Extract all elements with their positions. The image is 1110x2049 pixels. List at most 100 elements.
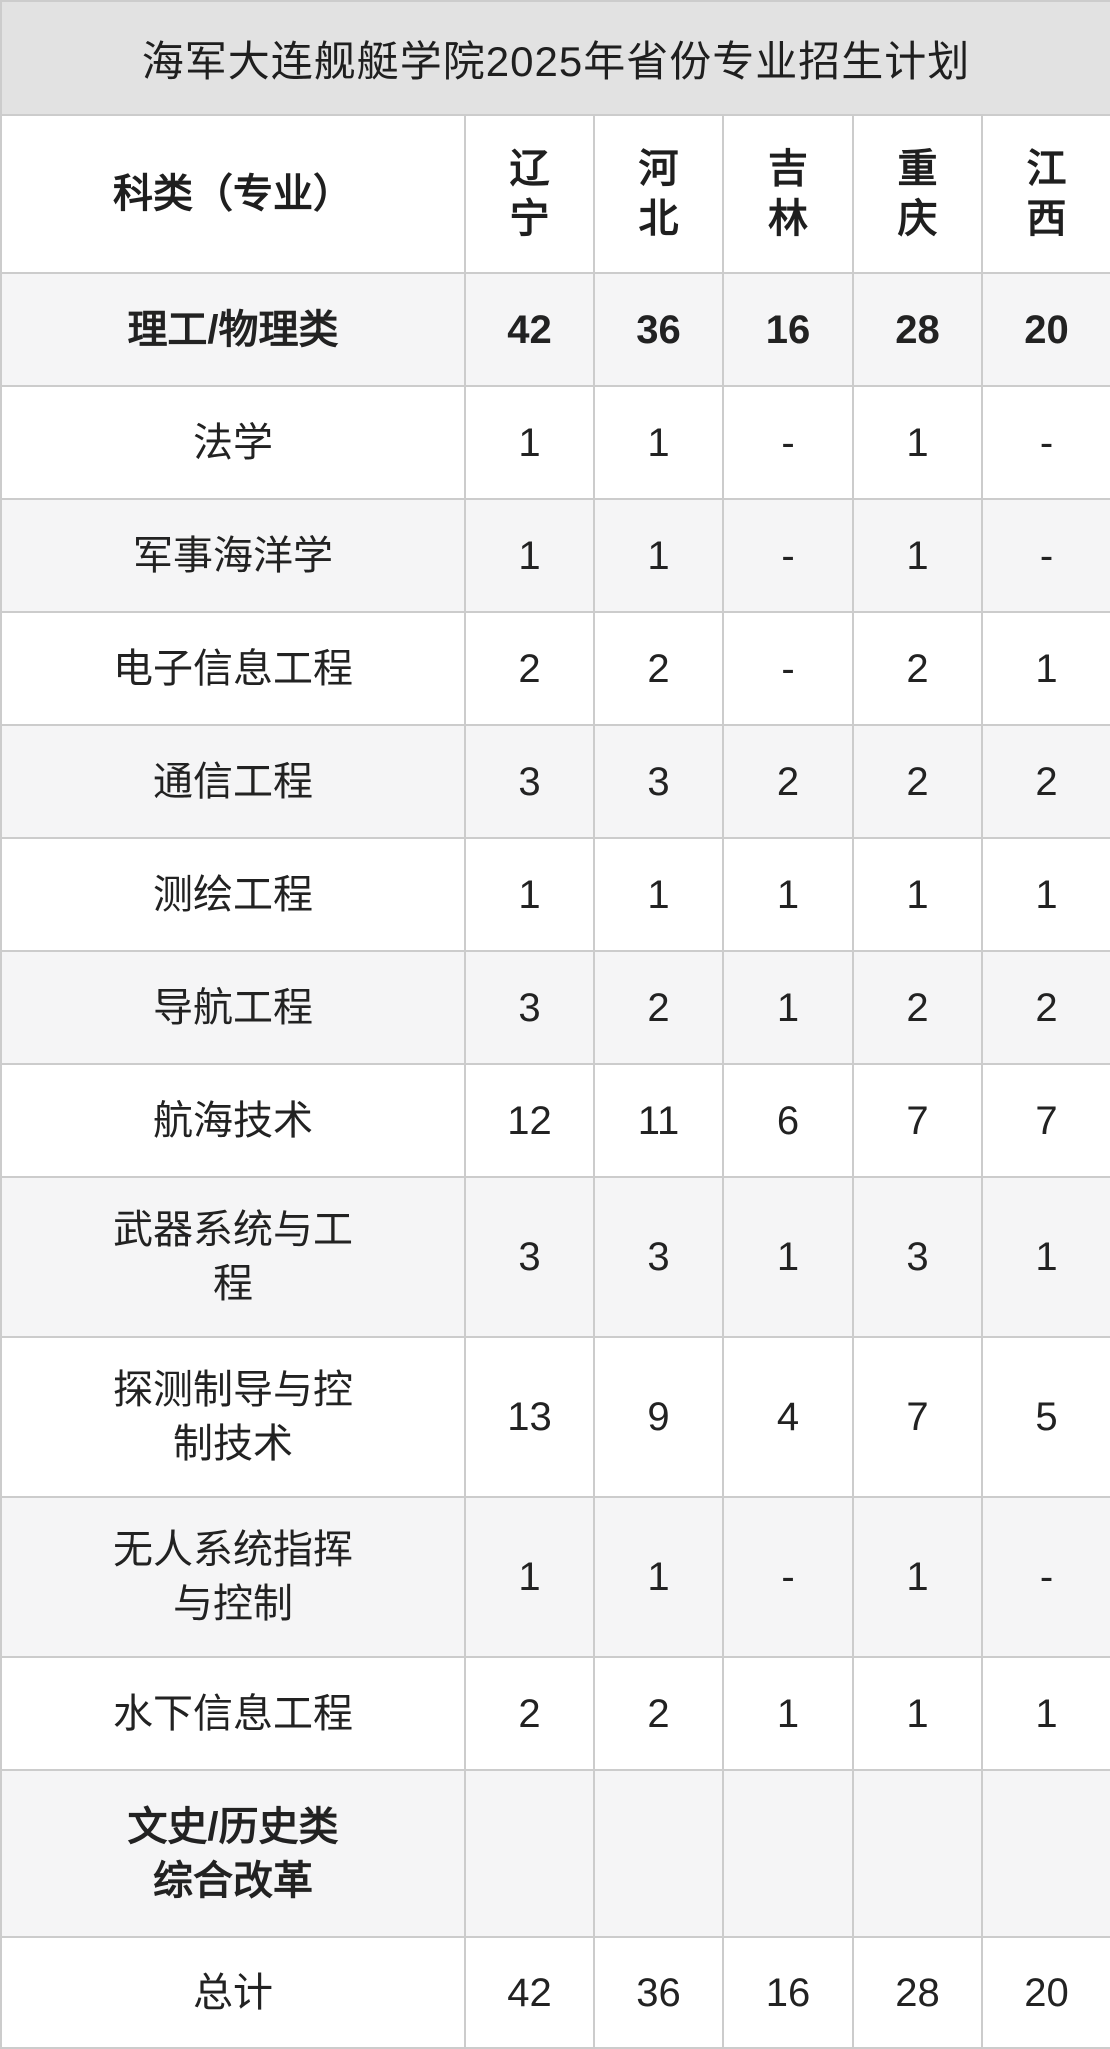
- cell-value: 2: [464, 1656, 595, 1771]
- cell-value: 36: [593, 1936, 724, 2049]
- cell-value: [593, 1769, 724, 1938]
- cell-value: 20: [981, 272, 1110, 387]
- cell-value: 3: [593, 1176, 724, 1338]
- cell-value: 2: [593, 611, 724, 726]
- row-law: 法学 1 1 - 1 -: [0, 385, 1110, 500]
- cell-value: 3: [464, 1176, 595, 1338]
- cell-value: -: [981, 385, 1110, 500]
- cell-value: 1: [852, 385, 983, 500]
- cell-value: 1: [981, 837, 1110, 952]
- column-header-jiangxi: 江 西: [981, 114, 1110, 274]
- cell-value: 1: [852, 1496, 983, 1658]
- cell-value: 1: [981, 611, 1110, 726]
- row-label: 理工/物理类: [0, 272, 466, 387]
- cell-value: 16: [722, 1936, 854, 2049]
- cell-value: 6: [722, 1063, 854, 1178]
- row-label: 导航工程: [0, 950, 466, 1065]
- row-total: 总计 42 36 16 28 20: [0, 1936, 1110, 2049]
- cell-value: 1: [464, 837, 595, 952]
- cell-value: 3: [593, 724, 724, 839]
- row-nautical-technology: 航海技术 12 11 6 7 7: [0, 1063, 1110, 1178]
- cell-value: 1: [981, 1656, 1110, 1771]
- cell-value: 4: [722, 1336, 854, 1498]
- cell-value: 11: [593, 1063, 724, 1178]
- table-title-row: 海军大连舰艇学院2025年省份专业招生计划: [0, 0, 1110, 116]
- cell-value: 28: [852, 1936, 983, 2049]
- row-label: 法学: [0, 385, 466, 500]
- table-title: 海军大连舰艇学院2025年省份专业招生计划: [0, 0, 1110, 116]
- row-detection-guidance-control: 探测制导与控 制技术 13 9 4 7 5: [0, 1336, 1110, 1498]
- cell-value: 1: [722, 837, 854, 952]
- cell-value: 2: [981, 950, 1110, 1065]
- row-label: 探测制导与控 制技术: [0, 1336, 466, 1498]
- column-header-liaoning: 辽 宁: [464, 114, 595, 274]
- row-label: 水下信息工程: [0, 1656, 466, 1771]
- row-electronic-information-engineering: 电子信息工程 2 2 - 2 1: [0, 611, 1110, 726]
- cell-value: 16: [722, 272, 854, 387]
- row-unmanned-systems-command-control: 无人系统指挥 与控制 1 1 - 1 -: [0, 1496, 1110, 1658]
- cell-value: 2: [593, 1656, 724, 1771]
- row-underwater-information-engineering: 水下信息工程 2 2 1 1 1: [0, 1656, 1110, 1771]
- cell-value: 2: [852, 950, 983, 1065]
- cell-value: 2: [852, 724, 983, 839]
- row-liberal-arts-history: 文史/历史类 综合改革: [0, 1769, 1110, 1938]
- row-label: 军事海洋学: [0, 498, 466, 613]
- cell-value: -: [722, 498, 854, 613]
- column-header-jilin: 吉 林: [722, 114, 854, 274]
- cell-value: 12: [464, 1063, 595, 1178]
- cell-value: 1: [464, 385, 595, 500]
- cell-value: 7: [852, 1336, 983, 1498]
- column-header-hebei: 河 北: [593, 114, 724, 274]
- row-weapon-systems-engineering: 武器系统与工 程 3 3 1 3 1: [0, 1176, 1110, 1338]
- row-surveying-mapping-engineering: 测绘工程 1 1 1 1 1: [0, 837, 1110, 952]
- cell-value: 1: [852, 498, 983, 613]
- cell-value: 2: [593, 950, 724, 1065]
- cell-value: 1: [593, 1496, 724, 1658]
- cell-value: 36: [593, 272, 724, 387]
- column-header-category: 科类（专业）: [0, 114, 466, 274]
- table-header-row: 科类（专业） 辽 宁 河 北 吉 林 重 庆 江 西: [0, 114, 1110, 274]
- row-label: 无人系统指挥 与控制: [0, 1496, 466, 1658]
- cell-value: 13: [464, 1336, 595, 1498]
- cell-value: 7: [852, 1063, 983, 1178]
- row-science-engineering: 理工/物理类 42 36 16 28 20: [0, 272, 1110, 387]
- cell-value: 1: [722, 1176, 854, 1338]
- cell-value: 1: [464, 498, 595, 613]
- row-communication-engineering: 通信工程 3 3 2 2 2: [0, 724, 1110, 839]
- row-label: 武器系统与工 程: [0, 1176, 466, 1338]
- row-military-oceanography: 军事海洋学 1 1 - 1 -: [0, 498, 1110, 613]
- cell-value: -: [981, 1496, 1110, 1658]
- cell-value: -: [722, 1496, 854, 1658]
- cell-value: -: [722, 385, 854, 500]
- cell-value: 2: [464, 611, 595, 726]
- row-label: 电子信息工程: [0, 611, 466, 726]
- cell-value: 42: [464, 1936, 595, 2049]
- cell-value: 20: [981, 1936, 1110, 2049]
- cell-value: 2: [852, 611, 983, 726]
- cell-value: 3: [852, 1176, 983, 1338]
- cell-value: 1: [593, 385, 724, 500]
- cell-value: [464, 1769, 595, 1938]
- cell-value: 2: [722, 724, 854, 839]
- cell-value: 1: [593, 498, 724, 613]
- row-label: 文史/历史类 综合改革: [0, 1769, 466, 1938]
- column-header-chongqing: 重 庆: [852, 114, 983, 274]
- cell-value: 1: [981, 1176, 1110, 1338]
- cell-value: 2: [981, 724, 1110, 839]
- cell-value: 1: [593, 837, 724, 952]
- cell-value: 3: [464, 950, 595, 1065]
- cell-value: 1: [722, 1656, 854, 1771]
- cell-value: 9: [593, 1336, 724, 1498]
- cell-value: -: [981, 498, 1110, 613]
- cell-value: 5: [981, 1336, 1110, 1498]
- cell-value: 7: [981, 1063, 1110, 1178]
- cell-value: [852, 1769, 983, 1938]
- cell-value: 1: [464, 1496, 595, 1658]
- cell-value: 1: [852, 1656, 983, 1771]
- row-label: 总计: [0, 1936, 466, 2049]
- row-label: 通信工程: [0, 724, 466, 839]
- cell-value: 28: [852, 272, 983, 387]
- cell-value: [722, 1769, 854, 1938]
- cell-value: [981, 1769, 1110, 1938]
